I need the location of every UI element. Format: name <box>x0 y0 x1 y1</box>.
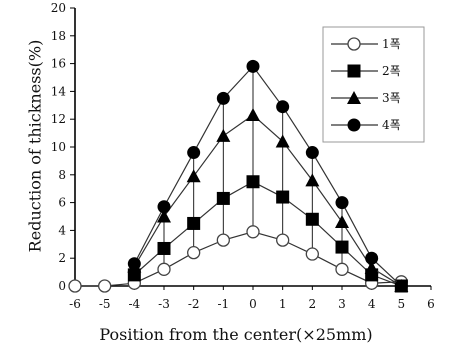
series-2-line <box>133 181 402 287</box>
series-1-point <box>246 225 260 239</box>
series-3-point <box>246 108 260 122</box>
legend-label-3: 3폭 <box>382 91 401 105</box>
series-1-point <box>157 262 171 276</box>
y-tick-label: 20 <box>51 1 66 15</box>
series-3-point <box>364 260 379 274</box>
x-tick-label: -5 <box>99 297 111 311</box>
series-1-line <box>75 231 402 287</box>
series-2-point <box>305 212 319 226</box>
legend-marker-3 <box>347 91 361 104</box>
x-tick-label: -4 <box>128 297 140 311</box>
y-tick-label: 18 <box>51 29 66 43</box>
x-tick-label: 3 <box>338 297 346 311</box>
series-2-point <box>276 190 290 204</box>
y-tick-label: 16 <box>51 57 66 71</box>
x-tick-label: -6 <box>69 297 81 311</box>
legend: 1폭 2폭 3폭 4폭 <box>322 26 425 143</box>
series-4-line <box>133 65 402 287</box>
legend-marker-2 <box>347 64 361 78</box>
series-4-point <box>305 146 319 160</box>
series-2-point <box>216 191 230 205</box>
series-2-point <box>187 216 201 230</box>
series-4-point <box>365 251 379 265</box>
series-1-point <box>187 245 201 260</box>
legend-label-4: 4폭 <box>382 118 401 132</box>
y-tick-label: 4 <box>58 223 66 237</box>
legend-label-1: 1폭 <box>382 37 401 51</box>
legend-label-2: 2폭 <box>382 64 401 78</box>
series-3-line <box>133 114 402 287</box>
y-tick-label: 0 <box>58 279 66 293</box>
series-3-point <box>305 173 320 187</box>
y-tick-label: 14 <box>51 84 67 98</box>
series-3-point <box>157 209 171 223</box>
series-3-point <box>216 128 231 142</box>
series-3-point <box>335 215 349 229</box>
x-tick-label: 4 <box>368 297 376 311</box>
x-tick-label: -1 <box>217 297 229 311</box>
x-tick-label: -3 <box>158 297 170 311</box>
series-4-point <box>394 279 408 293</box>
x-tick-label: 5 <box>398 297 406 311</box>
x-axis-label: Position from the center(×25mm) <box>99 325 372 344</box>
legend-box <box>322 26 425 143</box>
legend-marker-1 <box>347 37 361 51</box>
series-1-point <box>305 247 319 261</box>
y-tick-label: 10 <box>51 140 66 154</box>
series-1-point <box>216 233 230 247</box>
series-4-point <box>157 200 171 214</box>
y-axis-title: Reduction of thickness(%) <box>26 40 45 253</box>
series-4-point <box>187 146 201 160</box>
series-2-point <box>335 240 349 254</box>
series-4-point <box>335 196 349 210</box>
series-1-point <box>335 262 349 276</box>
series-3-point <box>275 134 290 148</box>
x-tick-label: -2 <box>188 297 200 311</box>
y-tick-label: 12 <box>51 112 66 126</box>
series-2-point <box>157 241 171 255</box>
x-tick-label: 2 <box>309 297 317 311</box>
x-tick-label: 6 <box>427 297 435 311</box>
x-tick-label: 0 <box>249 297 257 311</box>
series-4-point <box>276 100 290 114</box>
series-4-point <box>127 257 141 271</box>
legend-marker-4 <box>347 118 361 132</box>
y-tick-label: 2 <box>58 251 66 265</box>
y-tick-label: 8 <box>58 168 66 182</box>
series-4-point <box>246 59 260 73</box>
series-1-point <box>68 279 82 293</box>
y-tick-label: 6 <box>58 196 66 210</box>
y-axis-label: Reduction of thickness(%) <box>26 40 45 253</box>
x-tick-label: 1 <box>279 297 287 311</box>
series-4-point <box>216 91 230 105</box>
series-2-point <box>246 175 260 189</box>
series-1-point <box>276 233 290 247</box>
series-3-point <box>186 169 201 183</box>
series-1-point <box>98 279 112 293</box>
